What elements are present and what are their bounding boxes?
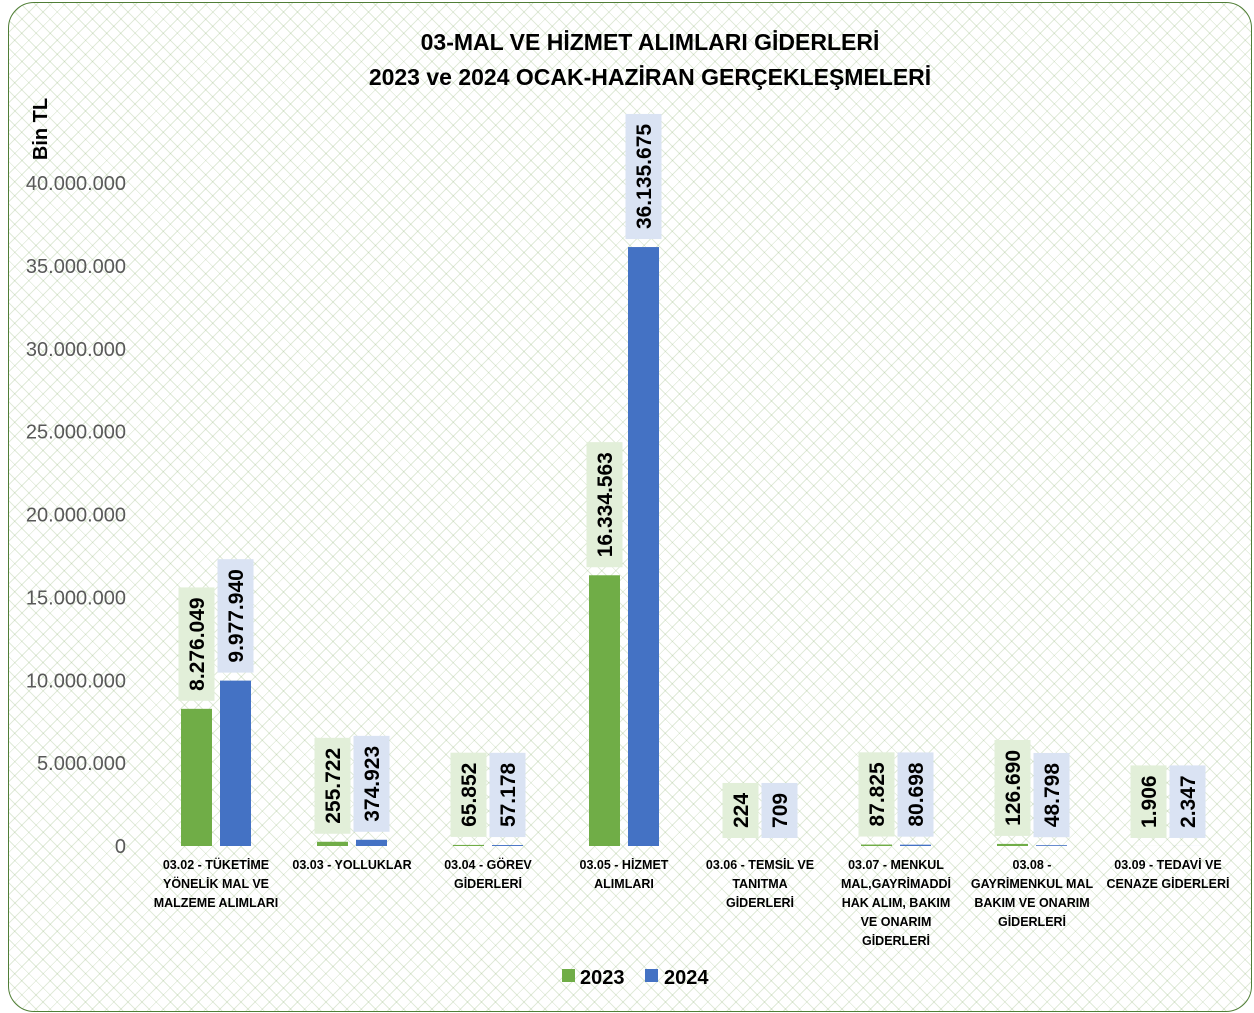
data-label-2023-8: 1.906 bbox=[1130, 765, 1167, 838]
y-tick-label: 30.000.000 bbox=[26, 339, 126, 361]
data-label-2024-7: 48.798 bbox=[1033, 752, 1070, 838]
chart-subtitle: 2023 ve 2024 OCAK-HAZİRAN GERÇEKLEŞMELER… bbox=[369, 64, 931, 90]
data-label-background bbox=[450, 752, 487, 837]
y-tick-label: 10.000.000 bbox=[26, 670, 126, 692]
bar-2024-4 bbox=[628, 247, 659, 846]
chart-title: 03-MAL VE HİZMET ALIMLARI GİDERLERİ bbox=[421, 29, 880, 55]
data-label-text: 1.906 bbox=[1138, 775, 1161, 828]
bar-2023-6 bbox=[861, 844, 892, 846]
data-labels: 8.276.049 9.977.940 255.722 374.923 65.852 57… bbox=[178, 113, 1206, 838]
data-label-text: 709 bbox=[769, 793, 792, 828]
bar-2024-2 bbox=[356, 839, 387, 846]
data-label-background bbox=[314, 737, 351, 834]
data-label-2023-6: 87.825 bbox=[858, 752, 895, 837]
data-label-text: 80.698 bbox=[905, 762, 928, 827]
data-label-text: 9.977.940 bbox=[225, 569, 248, 662]
y-tick-label: 35.000.000 bbox=[26, 256, 126, 278]
data-label-text: 57.178 bbox=[497, 763, 520, 828]
data-label-2024-2: 374.923 bbox=[353, 735, 390, 832]
data-label-2024-3: 57.178 bbox=[489, 752, 526, 838]
y-tick-label: 15.000.000 bbox=[26, 587, 126, 609]
data-label-background bbox=[1169, 765, 1206, 838]
data-label-text: 65.852 bbox=[458, 763, 481, 827]
data-label-background bbox=[178, 587, 215, 701]
data-label-background bbox=[761, 782, 798, 838]
bar-2024-6 bbox=[900, 844, 931, 846]
data-label-text: 16.334.563 bbox=[594, 452, 617, 557]
data-label-2024-8: 2.347 bbox=[1169, 765, 1206, 838]
data-label-2023-2: 255.722 bbox=[314, 737, 351, 834]
legend-swatch-series-1 bbox=[562, 969, 575, 982]
data-label-2024-6: 80.698 bbox=[897, 752, 934, 837]
data-label-2023-7: 126.690 bbox=[994, 739, 1031, 836]
bar-2024-3 bbox=[492, 845, 523, 846]
data-label-text: 8.276.049 bbox=[186, 597, 209, 690]
bar-2023-3 bbox=[453, 844, 484, 846]
data-label-text: 126.690 bbox=[1002, 750, 1025, 826]
bar-2023-7 bbox=[997, 843, 1028, 846]
data-label-2023-5: 224 bbox=[722, 782, 759, 838]
bar-2023-1 bbox=[181, 708, 212, 846]
data-label-background bbox=[489, 752, 526, 838]
data-label-background bbox=[1033, 752, 1070, 838]
data-label-background bbox=[722, 782, 759, 838]
data-label-2024-1: 9.977.940 bbox=[217, 559, 254, 673]
data-label-background bbox=[1130, 765, 1167, 838]
data-label-background bbox=[586, 442, 623, 568]
data-label-2024-4: 36.135.675 bbox=[625, 113, 662, 240]
bars bbox=[181, 247, 1203, 846]
data-label-text: 224 bbox=[730, 793, 753, 828]
y-tick-label: 5.000.000 bbox=[37, 753, 126, 775]
legend: 2023 2024 bbox=[562, 967, 709, 989]
data-label-text: 255.722 bbox=[322, 748, 345, 824]
data-label-background bbox=[625, 113, 662, 240]
data-label-text: 374.923 bbox=[361, 746, 384, 822]
legend-swatch-series-2 bbox=[645, 969, 658, 982]
data-label-2024-5: 709 bbox=[761, 782, 798, 838]
y-tick-label: 25.000.000 bbox=[26, 422, 126, 444]
data-label-background bbox=[858, 752, 895, 837]
bar-2024-7 bbox=[1036, 845, 1067, 846]
data-label-text: 48.798 bbox=[1041, 763, 1064, 828]
y-axis-title: Bin TL bbox=[30, 98, 52, 160]
data-label-2023-3: 65.852 bbox=[450, 752, 487, 837]
data-label-text: 87.825 bbox=[866, 762, 889, 827]
data-label-text: 2.347 bbox=[1177, 775, 1200, 828]
data-label-background bbox=[994, 739, 1031, 836]
y-tick-label: 40.000.000 bbox=[26, 173, 126, 195]
bar-2024-1 bbox=[220, 680, 251, 846]
data-label-background bbox=[217, 559, 254, 673]
data-label-2023-4: 16.334.563 bbox=[586, 442, 623, 568]
legend-label-series-1: 2023 bbox=[580, 967, 625, 989]
bar-2023-4 bbox=[589, 575, 620, 846]
data-label-background bbox=[897, 752, 934, 837]
y-tick-label: 20.000.000 bbox=[26, 505, 126, 527]
y-tick-label: 0 bbox=[115, 836, 126, 858]
y-axis-ticks: 0 5.000.000 10.000.000 15.000.000 20.000.000… bbox=[26, 173, 126, 858]
data-label-background bbox=[353, 735, 390, 832]
data-label-2023-1: 8.276.049 bbox=[178, 587, 215, 701]
legend-label-series-2: 2024 bbox=[664, 967, 709, 989]
data-label-text: 36.135.675 bbox=[633, 124, 656, 229]
bar-2023-2 bbox=[317, 841, 348, 846]
